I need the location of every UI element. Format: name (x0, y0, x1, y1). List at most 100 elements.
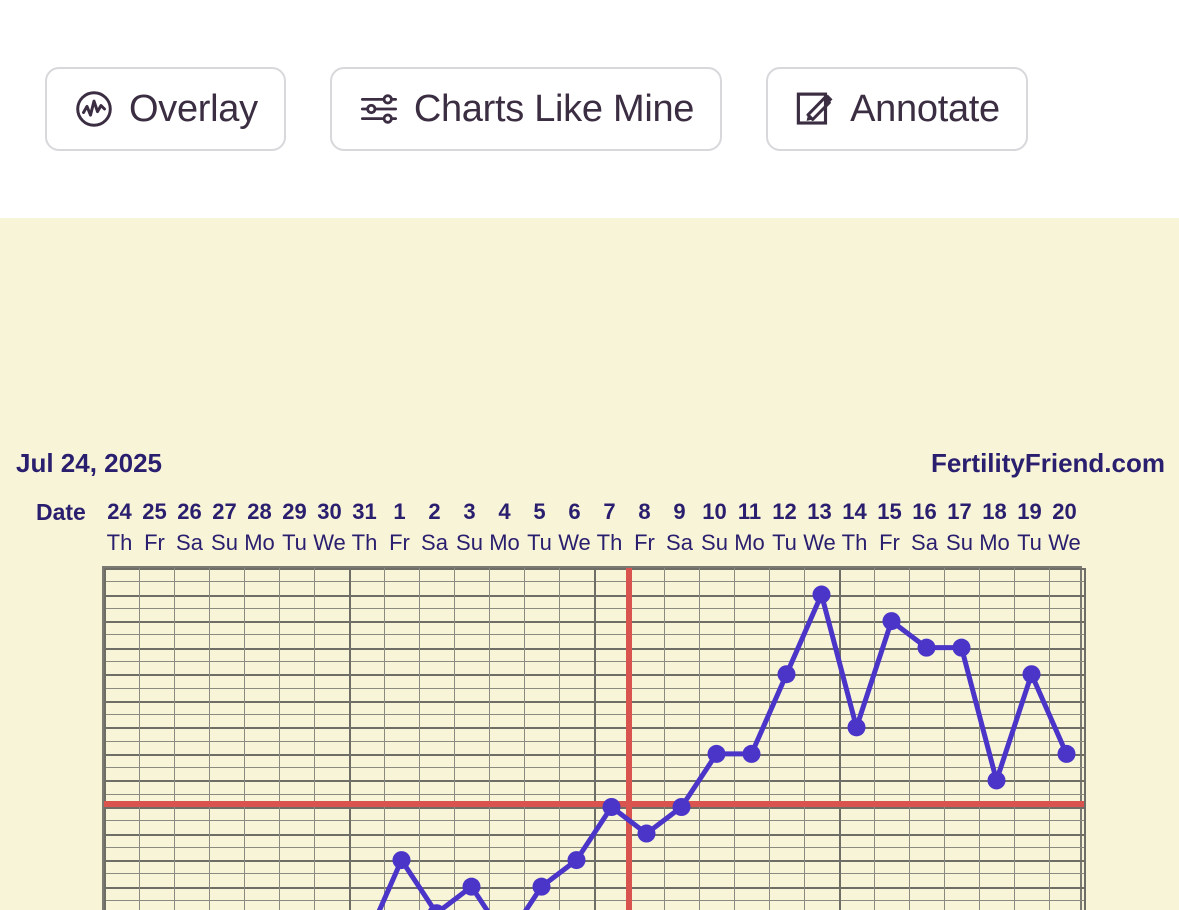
weekday-cell: We (1048, 530, 1081, 555)
date-number-cell: 10 (702, 499, 727, 524)
temperature-point[interactable] (952, 638, 971, 657)
gridline-vertical (209, 568, 210, 910)
weekday-cell: Th (351, 530, 378, 555)
date-number-cell: 14 (842, 499, 867, 524)
gridline-vertical (489, 568, 490, 910)
date-number-cell: 20 (1052, 499, 1077, 524)
temperature-point[interactable] (707, 744, 726, 763)
weekday-cell: Fr (879, 530, 900, 555)
date-number-cell: 31 (352, 499, 377, 524)
temperature-point[interactable] (392, 851, 411, 870)
weekday-cell: Su (946, 530, 973, 555)
date-number-cell: 6 (568, 499, 581, 524)
weekday-cell: Tu (772, 530, 797, 555)
weekday-cell: Sa (911, 530, 938, 555)
gridline-vertical (559, 568, 560, 910)
gridline-vertical (1014, 568, 1015, 910)
temperature-series[interactable] (104, 568, 1084, 910)
temperature-point[interactable] (637, 824, 656, 843)
temperature-point[interactable] (882, 612, 901, 631)
temperature-point[interactable] (428, 904, 446, 910)
date-number-cell: 3 (463, 499, 476, 524)
brand-watermark: FertilityFriend.com (930, 448, 1165, 478)
fertility-chart-panel: Jul 24, 2025 FertilityFriend.com Date 24… (0, 218, 1179, 910)
temperature-point[interactable] (777, 665, 796, 684)
date-row-label: Date (36, 499, 86, 525)
weekday-cell: Fr (634, 530, 655, 555)
gridline-vertical (874, 568, 875, 910)
gridline-vertical (944, 568, 945, 910)
charts-like-mine-button-label: Charts Like Mine (413, 87, 695, 130)
gridline-vertical (104, 568, 106, 910)
weekday-cell: Th (596, 530, 623, 555)
temperature-point[interactable] (567, 851, 586, 870)
weekday-cell: Fr (144, 530, 165, 555)
temperature-point[interactable] (602, 798, 621, 816)
date-number-cell: 16 (912, 499, 937, 524)
temperature-point[interactable] (1057, 744, 1076, 763)
temperature-point[interactable] (672, 798, 691, 816)
date-number-cell: 30 (317, 499, 342, 524)
gridline-vertical (1084, 568, 1086, 910)
temperature-point[interactable] (742, 744, 761, 763)
date-number-cell: 9 (673, 499, 686, 524)
weekday-cell: We (803, 530, 836, 555)
date-number-cell: 19 (1017, 499, 1042, 524)
gridline-vertical (699, 568, 700, 910)
temperature-point[interactable] (987, 771, 1006, 790)
gridline-vertical (139, 568, 140, 910)
temperature-point[interactable] (462, 877, 481, 896)
temperature-point[interactable] (917, 638, 936, 657)
date-number-cell: 25 (142, 499, 167, 524)
annotate-button[interactable]: Annotate (766, 67, 1028, 151)
annotate-button-label: Annotate (850, 87, 1000, 130)
gridline-vertical (454, 568, 455, 910)
date-number-cell: 27 (212, 499, 237, 524)
toolbar: Overlay Charts Like Mine Annotate (0, 0, 1179, 218)
weekday-cell: Tu (1017, 530, 1042, 555)
gridline-vertical (174, 568, 175, 910)
date-number-cell: 29 (282, 499, 307, 524)
date-number-cell: 18 (982, 499, 1007, 524)
overlay-chart-icon (76, 91, 112, 127)
weekday-cell: Tu (527, 530, 552, 555)
gridline-vertical (909, 568, 910, 910)
weekday-cell: Mo (489, 530, 520, 555)
temperature-point[interactable] (847, 718, 866, 737)
weekday-cell: Sa (176, 530, 203, 555)
gridline-vertical (594, 568, 596, 910)
temperature-point[interactable] (532, 877, 551, 896)
weekday-cell: Mo (244, 530, 275, 555)
date-number-cell: 26 (177, 499, 202, 524)
weekday-cell: Mo (979, 530, 1010, 555)
temperature-point[interactable] (812, 585, 831, 604)
weekday-cell: We (313, 530, 346, 555)
gridline-vertical (349, 568, 351, 910)
pencil-square-icon (796, 92, 833, 125)
date-number-cell: 7 (603, 499, 616, 524)
date-number-cell: 8 (638, 499, 651, 524)
date-number-cell: 5 (533, 499, 546, 524)
temperature-point[interactable] (1022, 665, 1041, 684)
date-number-cell: 28 (247, 499, 272, 524)
date-number-cell: 24 (107, 499, 132, 524)
gridline-vertical (524, 568, 525, 910)
gridline-vertical (1049, 568, 1050, 910)
gridline-vertical (419, 568, 420, 910)
chart-plot-area[interactable]: 37.1037.0036.9036.8036.7036.6036.5036.40… (102, 566, 1086, 910)
gridline-vertical (769, 568, 770, 910)
date-number-cell: 15 (877, 499, 902, 524)
gridline-vertical (734, 568, 735, 910)
date-number-cell: 4 (498, 499, 511, 524)
weekday-cell: Fr (389, 530, 410, 555)
date-number-cell: 11 (737, 499, 762, 524)
weekday-cell: Sa (421, 530, 448, 555)
charts-like-mine-button[interactable]: Charts Like Mine (329, 67, 723, 151)
chart-date: Jul 24, 2025 (16, 448, 162, 478)
temperature-line (376, 592, 1069, 910)
date-number-cell: 17 (947, 499, 972, 524)
overlay-button[interactable]: Overlay (45, 67, 286, 151)
date-number-cell: 12 (772, 499, 797, 524)
weekday-cell: Su (211, 530, 238, 555)
gridline-vertical (279, 568, 280, 910)
